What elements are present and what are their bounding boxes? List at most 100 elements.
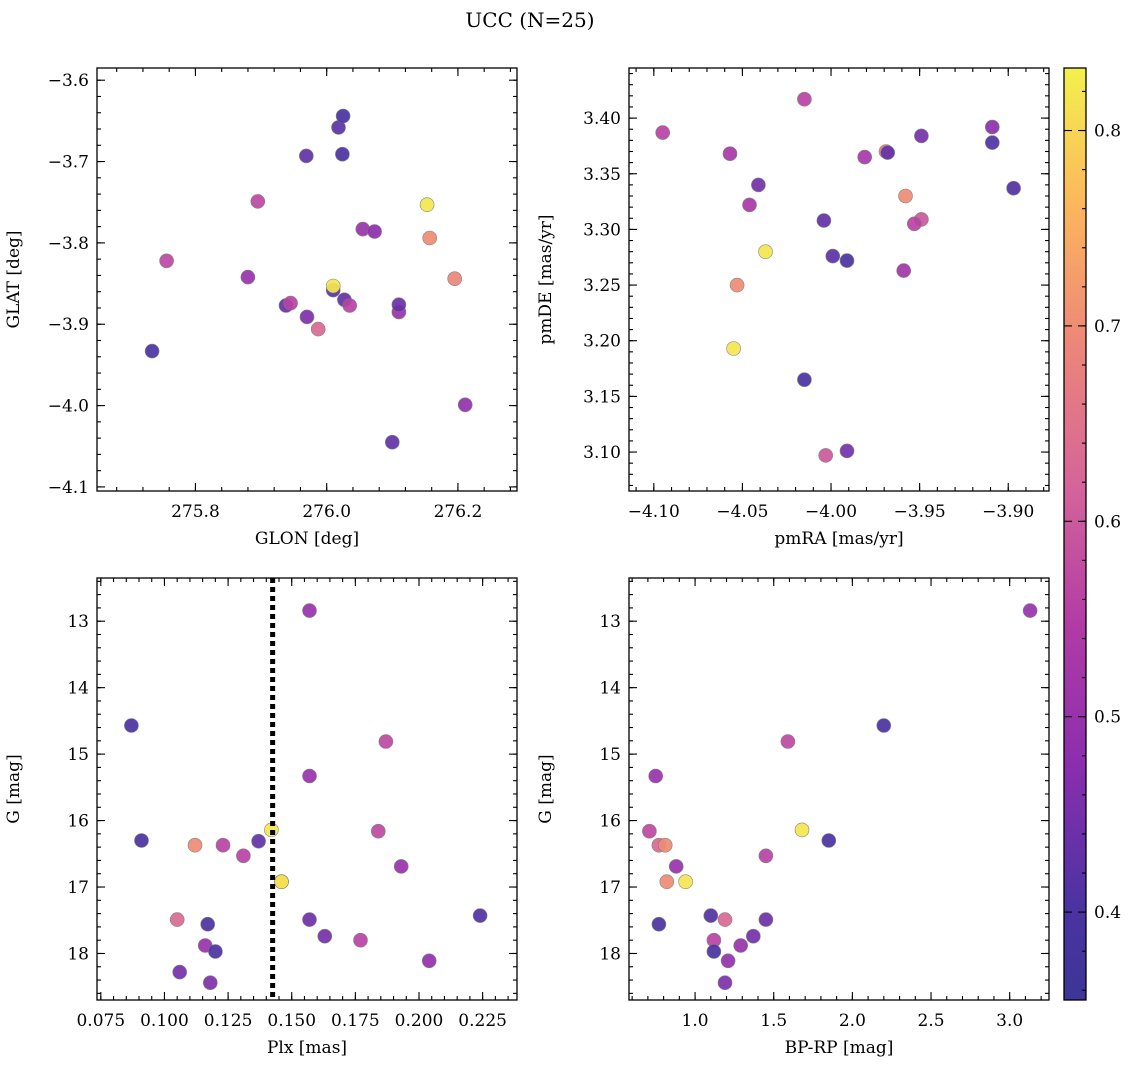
x-tick-label: 0.175 [331, 1011, 380, 1031]
point-20 [370, 823, 386, 839]
point-5 [659, 874, 675, 890]
y-tick-label: 14 [599, 679, 621, 699]
point-1 [722, 146, 738, 161]
point-18 [317, 928, 333, 944]
point-7 [797, 91, 812, 107]
point-3 [651, 916, 667, 932]
y-tick-label: 18 [599, 944, 621, 964]
colorbar-ticks: 0.4 0.5 0.6 0.7 0.8 [1064, 90, 1121, 991]
y-tick-label: 13 [67, 612, 89, 632]
point-4 [657, 837, 673, 853]
x-tick-label: 276.2 [434, 502, 483, 522]
point-5 [283, 295, 298, 311]
point-20 [391, 297, 407, 313]
y-tick-label: 3.35 [583, 165, 621, 185]
y-tick-label: 3.10 [583, 443, 621, 463]
y-tick-label: 13 [599, 612, 621, 632]
point-21 [378, 734, 394, 749]
point-8 [208, 944, 223, 959]
points [144, 108, 473, 450]
point-20 [821, 833, 837, 848]
point-6 [298, 148, 314, 164]
y-tick-label: −3.7 [48, 153, 89, 173]
colorbar-tick-label: 0.4 [1094, 903, 1121, 923]
point-11 [717, 912, 733, 927]
point-13 [839, 443, 855, 459]
point-23 [984, 135, 1000, 150]
point-12 [818, 448, 834, 463]
x-axis-label: GLON [deg] [255, 529, 359, 549]
points [655, 91, 1021, 463]
point-16 [302, 768, 317, 784]
point-18 [384, 434, 400, 450]
colorbar: 0.4 0.5 0.6 0.7 0.8 [1063, 67, 1121, 1001]
point-22 [422, 230, 438, 246]
point-6 [668, 859, 684, 874]
y-axis-label: G [mag] [4, 754, 24, 823]
y-tick-label: −4.1 [48, 478, 89, 498]
point-6 [726, 341, 741, 356]
point-19 [353, 932, 368, 948]
point-7 [299, 309, 315, 325]
y-tick-label: 17 [67, 878, 89, 898]
x-tick-label: −4.10 [628, 502, 680, 522]
point-6 [200, 916, 215, 932]
point-21 [419, 197, 435, 212]
y-axis: 13 14 15 16 17 18 [599, 580, 1049, 994]
panel-pmra-pmde: −4.10 −4.05 −4.00 −3.95 −3.90 3.10 3.15 3.20 3.2… [536, 67, 1050, 549]
point-12 [717, 975, 733, 991]
colorbar-tick-label: 0.7 [1094, 317, 1121, 337]
point-7 [678, 874, 693, 890]
panel-bprp-g: 1.0 1.5 2.0 2.5 3.0 13 14 15 16 17 18 BP-RP [mag] G … [536, 577, 1050, 1058]
point-11 [251, 833, 266, 849]
point-8 [703, 908, 719, 923]
x-tick-label: 0.075 [76, 1011, 125, 1031]
point-23 [421, 953, 437, 969]
point-10 [839, 253, 855, 268]
point-17 [758, 912, 774, 927]
point-22 [1022, 603, 1038, 618]
y-tick-label: 3.30 [583, 220, 621, 240]
x-tick-label: −4.05 [716, 502, 768, 522]
x-tick-label: 1.5 [760, 1011, 787, 1031]
point-13 [335, 146, 350, 162]
point-2 [250, 194, 266, 209]
point-10 [706, 944, 722, 959]
point-9 [215, 837, 231, 853]
x-tick-label: 275.8 [171, 502, 220, 522]
x-tick-label: 1.0 [682, 1011, 709, 1031]
point-17 [302, 912, 317, 927]
x-axis: 275.8 276.0 276.2 [116, 68, 511, 522]
point-3 [742, 197, 757, 213]
y-tick-label: −3.9 [48, 315, 89, 335]
point-4 [187, 837, 203, 853]
point-4 [758, 244, 773, 259]
point-1 [648, 768, 664, 784]
point-19 [794, 822, 810, 838]
x-tick-label: 276.0 [302, 502, 351, 522]
x-tick-label: 2.5 [917, 1011, 944, 1031]
point-18 [780, 734, 796, 749]
y-tick-label: −3.8 [48, 234, 89, 254]
x-axis-label: BP-RP [mag] [785, 1038, 894, 1058]
scatter-panels: 275.8 276.0 276.2 −4.1 −4.0 −3.9 −3.8 −3.7 −3.6 G… [4, 67, 1050, 1058]
x-tick-label: −3.95 [894, 502, 946, 522]
point-8 [816, 213, 832, 228]
point-0 [642, 823, 657, 839]
point-12 [335, 108, 351, 124]
x-axis-label: pmRA [mas/yr] [774, 529, 903, 549]
point-1 [159, 253, 174, 269]
y-axis: −4.1 −4.0 −3.9 −3.8 −3.7 −3.6 [48, 71, 517, 498]
colorbar-frame [1063, 67, 1087, 1001]
y-tick-label: 18 [67, 944, 89, 964]
y-tick-label: −3.6 [48, 71, 89, 91]
point-9 [825, 248, 841, 264]
point-15 [302, 603, 317, 618]
points [642, 603, 1038, 991]
x-tick-label: 3.0 [996, 1011, 1023, 1031]
point-11 [797, 372, 812, 388]
x-tick-label: 0.225 [458, 1011, 507, 1031]
axes-frame [628, 67, 1050, 492]
y-tick-label: 3.20 [583, 332, 621, 352]
y-tick-label: 16 [599, 812, 621, 832]
